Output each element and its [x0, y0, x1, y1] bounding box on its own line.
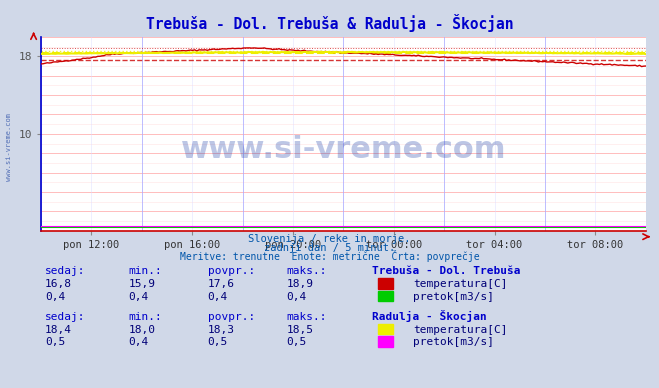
Text: min.:: min.:: [129, 265, 162, 275]
Text: 0,4: 0,4: [287, 291, 307, 301]
Text: Slovenija / reke in morje.: Slovenija / reke in morje.: [248, 234, 411, 244]
Text: www.si-vreme.com: www.si-vreme.com: [181, 135, 506, 164]
Text: www.si-vreme.com: www.si-vreme.com: [5, 113, 12, 182]
Text: 16,8: 16,8: [45, 279, 72, 289]
Text: 0,4: 0,4: [208, 291, 228, 301]
Text: sedaj:: sedaj:: [45, 312, 85, 322]
Text: 18,0: 18,0: [129, 324, 156, 334]
Text: temperatura[C]: temperatura[C]: [413, 279, 507, 289]
Text: zadnji dan / 5 minut.: zadnji dan / 5 minut.: [264, 243, 395, 253]
Text: 17,6: 17,6: [208, 279, 235, 289]
Text: 18,9: 18,9: [287, 279, 314, 289]
Text: 0,5: 0,5: [45, 337, 65, 347]
Text: 15,9: 15,9: [129, 279, 156, 289]
Text: min.:: min.:: [129, 312, 162, 322]
Text: pretok[m3/s]: pretok[m3/s]: [413, 337, 494, 347]
Text: Radulja - Škocjan: Radulja - Škocjan: [372, 310, 487, 322]
Text: 18,4: 18,4: [45, 324, 72, 334]
Text: temperatura[C]: temperatura[C]: [413, 324, 507, 334]
Text: 18,5: 18,5: [287, 324, 314, 334]
Text: 0,4: 0,4: [45, 291, 65, 301]
Text: povpr.:: povpr.:: [208, 312, 255, 322]
Text: Meritve: trenutne  Enote: metrične  Črta: povprečje: Meritve: trenutne Enote: metrične Črta: …: [180, 250, 479, 262]
Text: 0,4: 0,4: [129, 337, 149, 347]
Text: 0,4: 0,4: [129, 291, 149, 301]
Text: 0,5: 0,5: [208, 337, 228, 347]
Text: pretok[m3/s]: pretok[m3/s]: [413, 291, 494, 301]
Text: sedaj:: sedaj:: [45, 265, 85, 275]
Text: Trebuša - Dol. Trebuša: Trebuša - Dol. Trebuša: [372, 265, 521, 275]
Text: 0,5: 0,5: [287, 337, 307, 347]
Text: povpr.:: povpr.:: [208, 265, 255, 275]
Text: maks.:: maks.:: [287, 312, 327, 322]
Text: 18,3: 18,3: [208, 324, 235, 334]
Text: maks.:: maks.:: [287, 265, 327, 275]
Text: Trebuša - Dol. Trebuša & Radulja - Škocjan: Trebuša - Dol. Trebuša & Radulja - Škocj…: [146, 14, 513, 31]
